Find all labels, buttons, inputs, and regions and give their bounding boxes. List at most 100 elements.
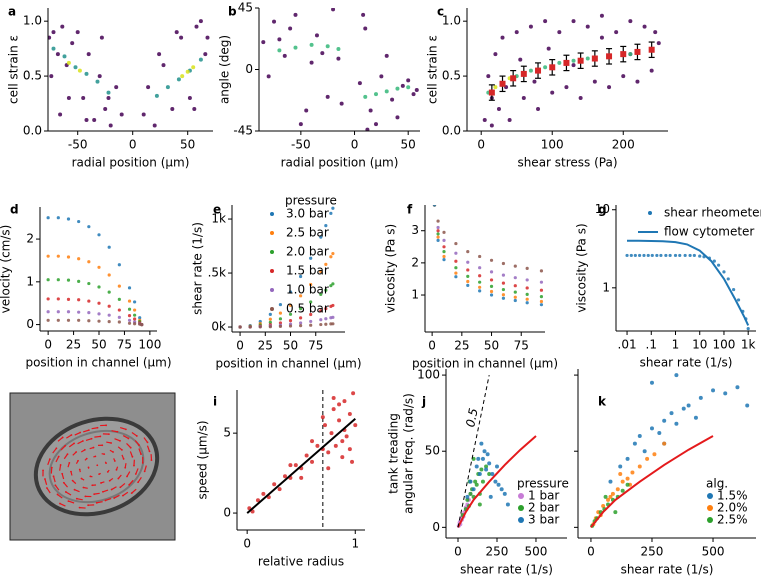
point bbox=[501, 261, 506, 266]
panel: d 0 25 50 75 100 0 1 2 position in channel (µm) ve… bbox=[0, 203, 172, 370]
point bbox=[56, 297, 60, 301]
point bbox=[501, 287, 506, 292]
arrow-head bbox=[52, 475, 55, 478]
point bbox=[466, 250, 470, 254]
y-axis-label: velocity (cm/s) bbox=[0, 225, 13, 314]
x-tick-label: 0 bbox=[454, 545, 462, 559]
point bbox=[673, 253, 678, 258]
point bbox=[668, 253, 672, 258]
point bbox=[198, 19, 203, 24]
y-tick-label: 0.5 bbox=[442, 69, 461, 83]
point bbox=[543, 19, 548, 24]
point bbox=[299, 294, 303, 298]
point bbox=[127, 318, 132, 322]
point bbox=[487, 461, 492, 466]
mean-marker bbox=[577, 57, 584, 64]
y-tick-label: 0 bbox=[432, 520, 440, 534]
flow-arrow bbox=[76, 498, 83, 501]
plot-area bbox=[238, 206, 335, 329]
point bbox=[309, 312, 313, 317]
point bbox=[154, 93, 159, 98]
point bbox=[309, 282, 313, 287]
panel: b -50 0 50 -45 0 45 radial position (µm) angle (… bbox=[218, 1, 420, 170]
point bbox=[66, 310, 71, 314]
arrow-head bbox=[96, 464, 99, 467]
point bbox=[642, 24, 647, 29]
point bbox=[299, 316, 303, 320]
point bbox=[324, 306, 328, 311]
legend-marker bbox=[270, 231, 274, 235]
flow-arrow bbox=[105, 497, 112, 502]
point bbox=[277, 37, 282, 42]
legend-marker bbox=[270, 250, 274, 254]
arrow-head bbox=[135, 435, 138, 437]
point bbox=[87, 319, 91, 323]
x-tick-label: 0 bbox=[236, 339, 244, 353]
point bbox=[539, 269, 544, 273]
point bbox=[331, 251, 335, 256]
x-tick-label: 75 bbox=[308, 339, 323, 353]
panel: j 0 250 500 0 50 100 shear rate (1/s) tank tread… bbox=[387, 368, 569, 577]
arrow-head bbox=[80, 477, 83, 480]
point bbox=[539, 299, 544, 304]
arrow-head bbox=[126, 475, 128, 478]
panel: f 0 25 50 75 1 2 3 position in channel (µm) visco… bbox=[384, 203, 559, 371]
point bbox=[379, 74, 384, 79]
point bbox=[268, 317, 272, 321]
point bbox=[726, 277, 730, 281]
point bbox=[138, 316, 142, 320]
point bbox=[489, 289, 494, 294]
point bbox=[436, 235, 440, 239]
point bbox=[361, 12, 366, 17]
point bbox=[501, 273, 506, 277]
point bbox=[87, 281, 91, 286]
point bbox=[117, 320, 121, 324]
point bbox=[331, 322, 335, 326]
point bbox=[288, 312, 293, 316]
point bbox=[500, 35, 505, 40]
y-tick-label: 0.0 bbox=[442, 124, 461, 138]
point bbox=[436, 219, 440, 223]
point bbox=[489, 293, 494, 297]
point bbox=[395, 115, 400, 120]
flow-arrow bbox=[59, 503, 66, 507]
point bbox=[319, 322, 323, 327]
point bbox=[674, 373, 679, 378]
point bbox=[365, 127, 370, 131]
point bbox=[692, 253, 696, 258]
point bbox=[513, 264, 517, 268]
point bbox=[585, 24, 590, 29]
x-tick-label: 500 bbox=[525, 545, 548, 559]
point bbox=[103, 107, 108, 112]
point bbox=[133, 308, 137, 312]
point bbox=[436, 229, 440, 233]
point bbox=[127, 321, 132, 325]
point bbox=[277, 48, 282, 53]
arrow-head bbox=[48, 458, 51, 461]
flow-arrow bbox=[111, 430, 118, 433]
point bbox=[46, 297, 50, 301]
x-axis-label: shear rate (1/s) bbox=[640, 356, 733, 370]
arrow-head bbox=[61, 472, 64, 475]
point bbox=[484, 464, 489, 469]
point bbox=[479, 441, 484, 446]
point bbox=[525, 301, 529, 305]
point bbox=[711, 388, 716, 393]
flow-arrow bbox=[102, 489, 109, 493]
point bbox=[436, 232, 440, 236]
y-axis-label: angular freq. (rad/s) bbox=[402, 393, 416, 514]
x-tick-label: 0 bbox=[587, 545, 595, 559]
point bbox=[620, 479, 625, 484]
point bbox=[248, 325, 252, 329]
flow-arrow bbox=[146, 445, 151, 452]
point bbox=[97, 301, 101, 305]
legend-marker bbox=[270, 307, 274, 311]
point bbox=[489, 278, 494, 282]
flow-arrow bbox=[46, 487, 51, 494]
x-tick-label: 0 bbox=[428, 339, 436, 353]
point bbox=[133, 322, 137, 326]
point bbox=[326, 466, 331, 471]
point bbox=[501, 293, 506, 297]
legend-label: 2.0 bar bbox=[286, 245, 329, 259]
point bbox=[615, 487, 620, 492]
